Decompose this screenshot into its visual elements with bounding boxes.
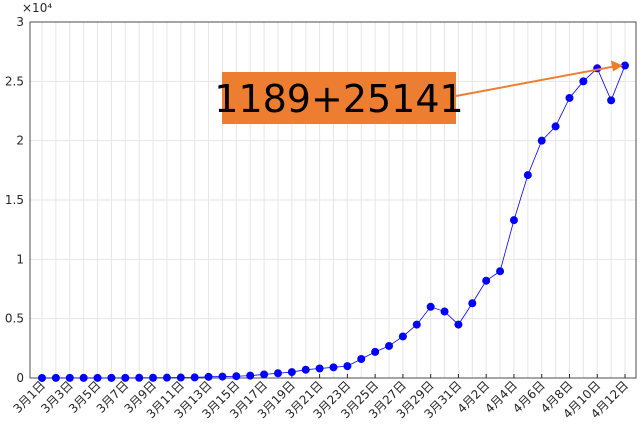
y-tick-label: 0 bbox=[16, 371, 24, 385]
annotation-arrowhead bbox=[611, 60, 623, 72]
data-point bbox=[621, 61, 629, 70]
data-point bbox=[523, 171, 532, 180]
plot-frame bbox=[29, 21, 637, 379]
y-tick-label: 1 bbox=[16, 252, 24, 266]
data-point bbox=[121, 373, 130, 382]
data-point bbox=[149, 373, 158, 382]
data-point bbox=[190, 373, 199, 382]
data-point bbox=[454, 320, 463, 329]
data-point bbox=[315, 364, 324, 373]
y-exponent: ×10⁴ bbox=[22, 1, 52, 15]
annotation-arrow bbox=[455, 64, 620, 97]
y-tick-label: 2 bbox=[16, 134, 24, 148]
annotation-text: 1189+25141 bbox=[214, 77, 463, 121]
data-point bbox=[273, 369, 282, 378]
data-point bbox=[93, 373, 102, 382]
data-point bbox=[482, 276, 491, 285]
y-tick-label: 0.5 bbox=[5, 312, 24, 326]
data-point bbox=[565, 93, 574, 102]
data-point bbox=[329, 363, 338, 372]
data-point bbox=[385, 341, 394, 350]
data-point bbox=[496, 267, 505, 276]
data-point bbox=[51, 373, 60, 382]
y-tick-label: 1.5 bbox=[5, 193, 24, 207]
data-point bbox=[412, 320, 421, 329]
y-tick-label: 3 bbox=[16, 15, 24, 29]
data-point bbox=[468, 299, 477, 308]
data-point bbox=[509, 216, 518, 225]
data-point bbox=[398, 332, 407, 341]
annotation-box bbox=[222, 72, 456, 124]
data-point bbox=[176, 373, 185, 382]
data-point bbox=[38, 373, 46, 382]
data-point bbox=[371, 347, 380, 356]
data-point bbox=[551, 122, 560, 131]
data-point bbox=[537, 136, 546, 145]
data-point bbox=[218, 372, 227, 381]
data-point bbox=[79, 373, 88, 382]
data-point bbox=[579, 77, 588, 86]
data-point bbox=[204, 372, 213, 381]
data-point bbox=[301, 365, 310, 374]
data-point bbox=[426, 302, 435, 311]
data-point bbox=[260, 370, 269, 379]
data-point bbox=[107, 373, 116, 382]
data-point bbox=[162, 373, 171, 382]
data-point bbox=[607, 96, 616, 105]
data-point bbox=[287, 368, 296, 377]
data-point bbox=[232, 372, 241, 381]
data-point bbox=[343, 362, 352, 371]
data-point bbox=[135, 373, 144, 382]
y-tick-label: 2.5 bbox=[5, 74, 24, 88]
data-point bbox=[440, 307, 449, 316]
data-point bbox=[246, 371, 255, 380]
data-point bbox=[65, 373, 74, 382]
data-point bbox=[357, 355, 366, 364]
